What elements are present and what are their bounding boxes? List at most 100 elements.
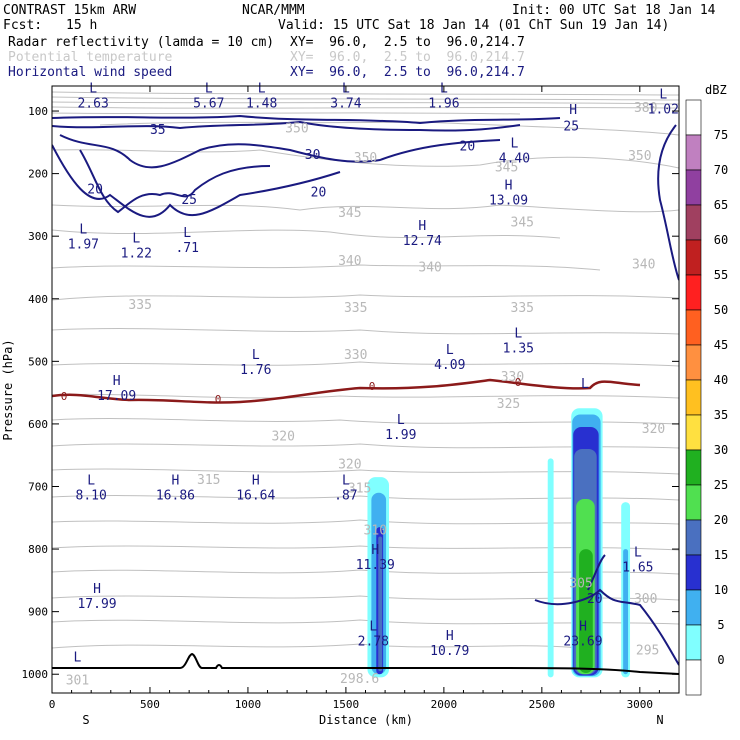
y-tick-label: 400	[28, 293, 48, 306]
x-tick-label: 1500	[333, 698, 360, 711]
low-marker: L	[74, 651, 82, 666]
x-tick-label: 1000	[235, 698, 262, 711]
y-tick-label: 200	[28, 168, 48, 181]
x-tick-label: 3000	[627, 698, 654, 711]
forecast-label: Fcst:	[3, 18, 43, 33]
extremum-value: .71	[175, 241, 198, 256]
wind-speed-label: 25	[563, 120, 579, 135]
extremum-value: 16.86	[156, 489, 195, 504]
colorbar-swatch	[685, 554, 702, 591]
wind-speed-labels: 35 30 25 20 20 20 25 20	[87, 120, 602, 607]
high-marker: H	[93, 582, 101, 597]
theta-label: 320	[338, 458, 361, 473]
extremum-value: 1.35	[503, 342, 534, 357]
low-marker: L	[87, 474, 95, 489]
low-marker: L	[369, 619, 377, 634]
colorbar-swatch	[685, 309, 702, 346]
y-tick-label: 500	[28, 355, 48, 368]
field-wind-xy: XY= 96.0, 2.5 to 96.0,214.7	[290, 65, 525, 80]
high-marker: H	[113, 374, 121, 389]
high-marker: H	[371, 543, 379, 558]
colorbar-level-label: 15	[714, 548, 728, 562]
low-marker: L	[581, 377, 589, 392]
high-marker: H	[172, 474, 180, 489]
terrain-line	[52, 652, 679, 675]
extremum-value: 13.09	[489, 193, 528, 208]
extremum-value: 1.96	[428, 96, 459, 111]
theta-label: 350	[285, 122, 308, 137]
freezing-level-label: 0	[61, 390, 68, 403]
low-marker: L	[183, 226, 191, 241]
extremum-value: 5.67	[193, 96, 224, 111]
theta-label: 340	[338, 254, 361, 269]
low-marker: L	[258, 81, 266, 96]
field-reflectivity-name: Radar reflectivity (lamda = 10 cm)	[8, 35, 275, 50]
reflectivity-cells	[367, 408, 631, 678]
colorbar-level-label: 75	[714, 128, 728, 142]
theta-label: 315	[348, 481, 371, 496]
extremum-value: 2.63	[77, 96, 108, 111]
colorbar-level-label: 45	[714, 338, 728, 352]
high-marker: H	[446, 629, 454, 644]
y-tick-label: 100	[28, 105, 48, 118]
colorbar-level-label: 65	[714, 198, 728, 212]
field-reflectivity-xy: XY= 96.0, 2.5 to 96.0,214.7	[290, 35, 525, 50]
colorbar-swatch	[685, 204, 702, 241]
freezing-level-label: 0	[369, 380, 376, 393]
colorbar-swatch	[685, 414, 702, 451]
wind-speed-label: 35	[150, 123, 166, 138]
extremum-value: 1.02	[648, 103, 679, 118]
colorbar-swatch	[685, 379, 702, 416]
low-marker: L	[659, 88, 667, 103]
colorbar-swatch	[685, 519, 702, 556]
reflectivity-cell-10dbz	[623, 549, 629, 675]
y-tick-label: 600	[28, 418, 48, 431]
theta-label: 345	[511, 215, 534, 230]
wind-speed-label: 25	[181, 193, 197, 208]
low-marker: L	[132, 231, 140, 246]
theta-label: 340	[632, 257, 655, 272]
theta-label: 305	[569, 576, 592, 591]
y-tick-label: 1000	[22, 668, 49, 681]
extremum-value: 1.99	[385, 428, 416, 443]
colorbar-swatch	[685, 239, 702, 276]
colorbar-level-label: 55	[714, 268, 728, 282]
low-marker: L	[510, 136, 518, 151]
y-axis-label: Pressure (hPa)	[1, 339, 15, 440]
extremum-value: 23.69	[563, 634, 602, 649]
low-marker: L	[446, 343, 454, 358]
wind-speed-label: 20	[587, 592, 603, 607]
high-marker: H	[505, 178, 513, 193]
reflectivity-cell-5dbz	[547, 458, 554, 678]
model-title: CONTRAST 15km ARW	[3, 3, 137, 18]
wind-speed-label: 30	[305, 148, 321, 163]
y-tick-label: 900	[28, 606, 48, 619]
colorbar-swatch	[685, 624, 702, 661]
extremum-value: 1.22	[121, 246, 152, 261]
theta-label: 380	[634, 101, 657, 116]
direction-north: N	[656, 713, 663, 727]
high-marker: H	[418, 219, 426, 234]
theta-label: 335	[511, 301, 534, 316]
x-tick-label: 500	[140, 698, 160, 711]
colorbar-swatch	[685, 659, 702, 696]
low-marker: L	[252, 348, 260, 363]
forecast-hour: 15 h	[66, 18, 98, 33]
theta-label: 310	[364, 523, 387, 538]
high-marker: H	[569, 103, 577, 118]
colorbar-swatch	[685, 484, 702, 521]
extremum-value: 12.74	[403, 234, 442, 249]
extremum-value: 1.65	[622, 561, 653, 576]
extremum-value: 17.09	[97, 389, 136, 404]
x-tick-label: 2500	[529, 698, 556, 711]
colorbar-level-label: 50	[714, 303, 728, 317]
theta-label: 330	[501, 370, 524, 385]
field-theta-name: Potential temperature	[8, 50, 173, 65]
y-tick-label: 300	[28, 230, 48, 243]
colorbar-level-label: 0	[717, 653, 724, 667]
wind-speed-contours	[52, 114, 679, 666]
x-axis-ticks: 0 500 1000 1500 2000 2500 3000	[49, 86, 660, 711]
